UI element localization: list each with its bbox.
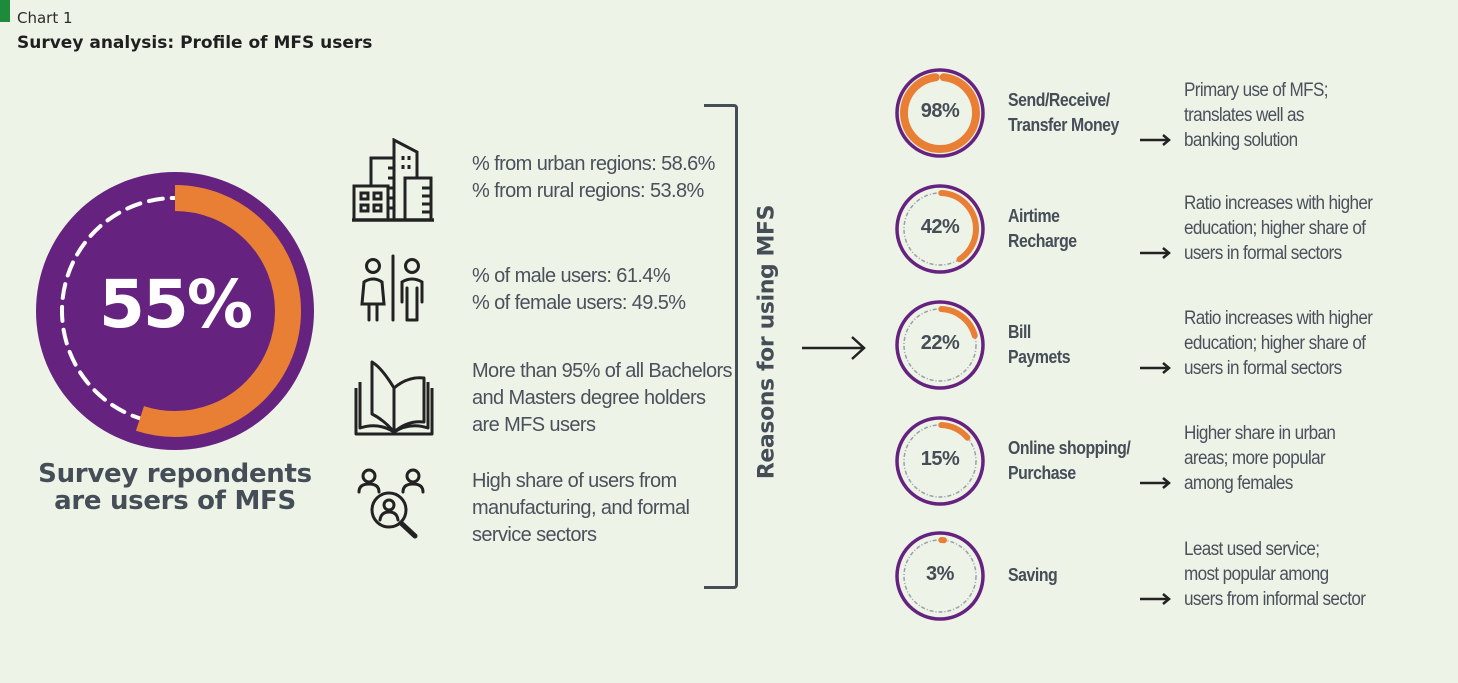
right-arrow-icon	[1140, 477, 1171, 489]
reason-percentage: 22%	[920, 332, 960, 354]
reason-percentage: 3%	[926, 563, 954, 585]
reason-label-line: Online shopping/	[1008, 438, 1131, 458]
reason-label-line: Purchase	[1008, 463, 1076, 483]
chart-number-label: Chart 1	[17, 9, 73, 27]
reason-note-line: Ratio increases with higher	[1184, 308, 1373, 329]
reason-donut	[895, 531, 985, 621]
reason-note: Higher share in urban areas; more popular…	[1184, 421, 1336, 496]
right-arrow-icon	[1140, 134, 1171, 146]
fact-line: and Masters degree holders	[472, 387, 706, 409]
reasons-label: Reasons for using MFS	[754, 204, 780, 480]
reason-note-line: Ratio increases with higher	[1184, 193, 1373, 214]
fact-sector: High share of users from manufacturing, …	[472, 468, 690, 549]
reason-label: Online shopping/Purchase	[1008, 436, 1131, 486]
reason-donut	[895, 184, 985, 274]
reason-note-line: education; higher share of	[1184, 333, 1366, 354]
right-arrow-icon	[1140, 247, 1171, 259]
reason-label-line: Transfer Money	[1008, 115, 1119, 135]
reason-note: Least used service; most popular among use…	[1184, 537, 1366, 612]
reason-percentage: 42%	[920, 216, 960, 238]
reason-label: Bill Paymets	[1008, 320, 1071, 370]
right-arrow-icon	[1140, 593, 1171, 605]
fact-line: % from rural regions: 53.8%	[472, 180, 704, 202]
reason-note-line: areas; more popular	[1184, 448, 1326, 469]
reason-note-line: Higher share in urban	[1184, 423, 1336, 444]
reason-label: Airtime Recharge	[1008, 204, 1077, 254]
grouping-bracket	[704, 104, 738, 589]
headline-percentage: 55%	[99, 266, 253, 343]
fact-education: More than 95% of all Bachelors and Maste…	[472, 358, 733, 439]
chart-title: Survey analysis: Profile of MFS users	[17, 33, 373, 53]
fact-region: % from urban regions: 58.6% % from rural…	[472, 151, 715, 205]
reason-label: Saving	[1008, 563, 1058, 588]
reason-label-line: Send/Receive/	[1008, 90, 1110, 110]
reason-note: Ratio increases with higher education; hi…	[1184, 191, 1373, 266]
right-arrow-icon	[802, 336, 866, 360]
fact-line: manufacturing, and formal	[472, 497, 690, 519]
fact-gender: % of male users: 61.4% % of female users…	[472, 263, 686, 317]
reason-note-line: users in formal sectors	[1184, 358, 1342, 379]
headline-caption-line: Survey repondents	[38, 459, 312, 489]
reason-percentage: 98%	[920, 100, 960, 122]
reason-note-line: Least used service;	[1184, 539, 1320, 560]
fact-line: % of female users: 49.5%	[472, 292, 686, 314]
reason-label-line: Saving	[1008, 565, 1058, 585]
headline-donut-chart	[36, 172, 314, 450]
fact-line: service sectors	[472, 524, 597, 546]
right-arrow-icon	[1140, 362, 1171, 374]
female-male-icon	[360, 254, 424, 322]
reason-donut	[895, 416, 985, 506]
reason-note-line: Primary use of MFS;	[1184, 80, 1328, 101]
reason-percentage: 15%	[920, 448, 960, 470]
reason-note-line: users from informal sector	[1184, 589, 1366, 610]
reason-note-line: banking solution	[1184, 130, 1298, 151]
fact-line: High share of users from	[472, 470, 677, 492]
reason-note: Ratio increases with higher education; hi…	[1184, 306, 1373, 381]
headline-caption-line: are users of MFS	[54, 486, 296, 516]
reason-note-line: users in formal sectors	[1184, 243, 1342, 264]
reason-note-line: education; higher share of	[1184, 218, 1366, 239]
user-search-icon	[357, 468, 425, 539]
fact-line: More than 95% of all Bachelors	[472, 360, 733, 382]
reason-label-line: Recharge	[1008, 231, 1077, 251]
reason-note-line: most popular among	[1184, 564, 1329, 585]
accent-bar	[0, 0, 10, 22]
fact-line: % from urban regions: 58.6%	[472, 153, 715, 175]
fact-line: are MFS users	[472, 414, 596, 436]
headline-caption: Survey repondents are users of MFS	[30, 461, 320, 515]
fact-line: % of male users: 61.4%	[472, 265, 671, 287]
reason-label-line: Bill	[1008, 322, 1031, 342]
reason-label-line: Paymets	[1008, 347, 1071, 367]
reason-note-line: translates well as	[1184, 105, 1304, 126]
open-book-icon	[354, 360, 434, 436]
reason-donut	[895, 68, 985, 158]
reason-label-line: Airtime	[1008, 206, 1060, 226]
reason-note-line: among females	[1184, 473, 1293, 494]
reason-note: Primary use of MFS; translates well as ban…	[1184, 78, 1328, 153]
city-buildings-icon	[352, 138, 434, 222]
reason-donut	[895, 300, 985, 390]
reason-label: Send/Receive/Transfer Money	[1008, 88, 1119, 138]
